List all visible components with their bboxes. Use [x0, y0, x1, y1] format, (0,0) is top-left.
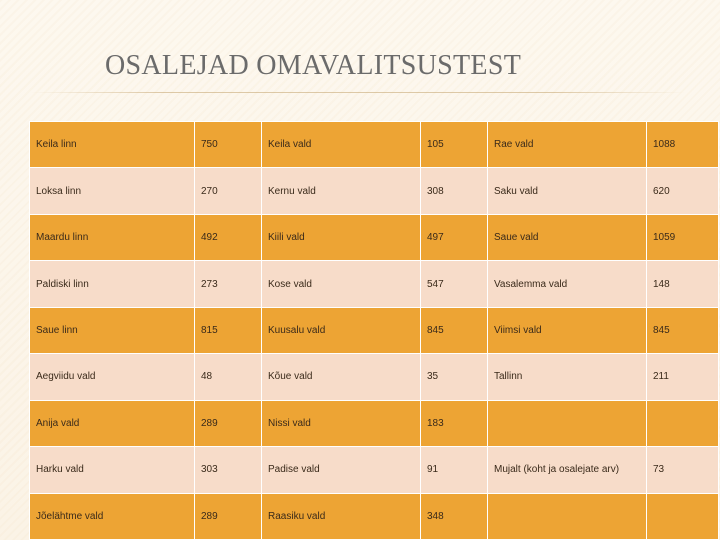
participants-table: Keila linn 750 Keila vald 105 Rae vald 1… — [29, 120, 719, 540]
municipality-name: Maardu linn — [29, 213, 195, 262]
table-row: Anija vald 289 Nissi vald 183 — [29, 399, 719, 448]
table-row: Saue linn 815 Kuusalu vald 845 Viimsi va… — [29, 306, 719, 355]
participant-count: 148 — [646, 260, 719, 308]
participant-count: 547 — [420, 260, 488, 308]
municipality-name: Kiili vald — [261, 213, 421, 262]
municipality-name: Tallinn — [487, 353, 647, 401]
participant-count: 73 — [646, 446, 719, 494]
municipality-name: Padise vald — [261, 446, 421, 494]
participant-count: 620 — [646, 167, 719, 215]
municipality-name: Aegviidu vald — [29, 353, 195, 401]
municipality-name: Anija vald — [29, 399, 195, 448]
municipality-name: Saku vald — [487, 167, 647, 215]
participant-count: 105 — [420, 120, 488, 169]
participant-count: 845 — [646, 306, 719, 355]
participant-count: 289 — [194, 399, 262, 448]
participant-count: 492 — [194, 213, 262, 262]
municipality-name: Nissi vald — [261, 399, 421, 448]
municipality-name: Keila vald — [261, 120, 421, 169]
participant-count: 289 — [194, 492, 262, 540]
table-row: Keila linn 750 Keila vald 105 Rae vald 1… — [29, 120, 719, 169]
table-row: Jõelähtme vald 289 Raasiku vald 348 — [29, 492, 719, 540]
table-row: Paldiski linn 273 Kose vald 547 Vasalemm… — [29, 260, 719, 308]
municipality-name: Kernu vald — [261, 167, 421, 215]
municipality-name: Keila linn — [29, 120, 195, 169]
municipality-name: Paldiski linn — [29, 260, 195, 308]
table-row: Aegviidu vald 48 Kõue vald 35 Tallinn 21… — [29, 353, 719, 401]
participant-count: 308 — [420, 167, 488, 215]
participant-count: 303 — [194, 446, 262, 494]
title-divider — [30, 92, 685, 93]
table-row: Harku vald 303 Padise vald 91 Mujalt (ko… — [29, 446, 719, 494]
participant-count: 1059 — [646, 213, 719, 262]
participant-count: 211 — [646, 353, 719, 401]
participant-count: 183 — [420, 399, 488, 448]
participant-count: 845 — [420, 306, 488, 355]
participant-count: 91 — [420, 446, 488, 494]
participant-count: 35 — [420, 353, 488, 401]
municipality-name — [487, 492, 647, 540]
participant-count: 815 — [194, 306, 262, 355]
participant-count — [646, 399, 719, 448]
municipality-name: Viimsi vald — [487, 306, 647, 355]
municipality-name: Harku vald — [29, 446, 195, 494]
participant-count: 497 — [420, 213, 488, 262]
municipality-name: Raasiku vald — [261, 492, 421, 540]
municipality-name: Saue linn — [29, 306, 195, 355]
participant-count: 273 — [194, 260, 262, 308]
municipality-name: Kose vald — [261, 260, 421, 308]
municipality-name: Saue vald — [487, 213, 647, 262]
participant-count: 348 — [420, 492, 488, 540]
table-row: Maardu linn 492 Kiili vald 497 Saue vald… — [29, 213, 719, 262]
municipality-name: Mujalt (koht ja osalejate arv) — [487, 446, 647, 494]
slide-title: OSALEJAD OMAVALITSUSTEST — [105, 50, 522, 81]
table-row: Loksa linn 270 Kernu vald 308 Saku vald … — [29, 167, 719, 215]
municipality-name: Vasalemma vald — [487, 260, 647, 308]
municipality-name — [487, 399, 647, 448]
municipality-name: Jõelähtme vald — [29, 492, 195, 540]
municipality-name: Rae vald — [487, 120, 647, 169]
participant-count: 750 — [194, 120, 262, 169]
municipality-name: Loksa linn — [29, 167, 195, 215]
municipality-name: Kuusalu vald — [261, 306, 421, 355]
participant-count: 270 — [194, 167, 262, 215]
participant-count: 1088 — [646, 120, 719, 169]
participant-count: 48 — [194, 353, 262, 401]
participant-count — [646, 492, 719, 540]
municipality-name: Kõue vald — [261, 353, 421, 401]
